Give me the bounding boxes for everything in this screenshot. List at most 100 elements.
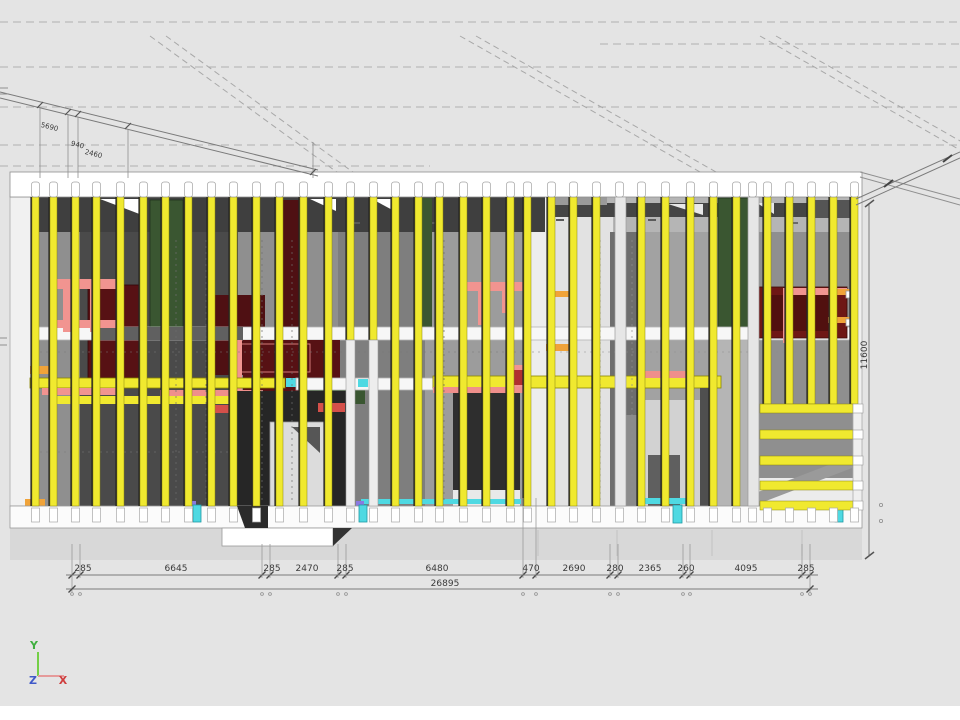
- facade-batten: [369, 196, 378, 341]
- anchor-dot: [688, 592, 692, 596]
- batten-shadow: [708, 197, 711, 506]
- facade-element: [556, 219, 564, 221]
- facade-element: [352, 222, 360, 224]
- batten-top-stub: [459, 181, 468, 198]
- batten-shadow: [160, 197, 163, 506]
- batten-top-stub: [414, 181, 423, 198]
- facade-element: [210, 405, 234, 413]
- batten-bottom-stub: [49, 507, 58, 523]
- facade-batten: [435, 196, 444, 507]
- anchor-dot: [78, 592, 82, 596]
- drawing-line: [64, 108, 72, 116]
- batten-top-stub: [229, 181, 238, 198]
- drawing-line: [855, 157, 960, 206]
- facade-batten: [229, 196, 238, 507]
- batten-bottom-stub: [785, 507, 794, 523]
- facade-element: [790, 222, 798, 224]
- facade-element: [529, 196, 549, 507]
- louver-end-cap: [852, 480, 864, 491]
- facade-element: [622, 415, 640, 506]
- facade-batten: [207, 196, 216, 507]
- dimension-label: 260: [677, 564, 694, 574]
- batten-top-stub: [369, 181, 378, 198]
- batten-top-stub: [686, 181, 695, 198]
- facade-batten: [523, 196, 532, 507]
- batten-shadow: [183, 197, 186, 506]
- batten-top-stub: [763, 181, 772, 198]
- batten-bottom-stub: [275, 507, 284, 523]
- facade-element: [787, 288, 847, 295]
- drawing-line: [855, 151, 960, 200]
- facade-batten: [459, 196, 468, 507]
- facade-element: [828, 289, 850, 295]
- facade-batten: [592, 196, 601, 507]
- batten-bottom-stub: [414, 507, 423, 523]
- facade-batten: [391, 196, 400, 507]
- batten-bottom-stub: [637, 507, 646, 523]
- batten-shadow: [568, 197, 571, 506]
- drawing-line: [74, 110, 82, 118]
- dimension-oblique-label: 940: [70, 140, 85, 151]
- dimension-label: 6480: [426, 564, 449, 574]
- batten-bottom-stub: [748, 507, 757, 523]
- batten-bottom-stub: [435, 507, 444, 523]
- batten-bottom-stub: [661, 507, 670, 523]
- batten-shadow: [30, 197, 33, 506]
- batten-shadow: [345, 197, 348, 340]
- grid-dashed-line: [775, 35, 960, 142]
- batten-shadow: [390, 197, 393, 506]
- batten-bottom-stub: [139, 507, 148, 523]
- grid-dashed-line: [475, 35, 717, 173]
- batten-top-stub: [92, 181, 101, 198]
- batten-bottom-stub: [709, 507, 718, 523]
- batten-shadow: [115, 197, 118, 506]
- batten-shadow: [522, 197, 525, 506]
- facade-batten: [807, 196, 816, 405]
- batten-top-stub: [547, 181, 556, 198]
- dimension-total-label: 26895: [431, 579, 460, 589]
- batten-bottom-stub: [207, 507, 216, 523]
- facade-batten: [829, 196, 838, 405]
- dimension-height-label: 11600: [860, 340, 870, 369]
- facade-batten: [139, 196, 148, 507]
- batten-top-stub: [161, 181, 170, 198]
- batten-shadow: [731, 197, 734, 506]
- facade-element: [768, 295, 828, 331]
- batten-shadow: [685, 197, 688, 506]
- batten-bottom-stub: [92, 507, 101, 523]
- dimension-label: 285: [336, 564, 353, 574]
- batten-top-stub: [829, 181, 838, 198]
- batten-bottom-stub: [807, 507, 816, 523]
- facade-element: [30, 366, 56, 374]
- batten-top-stub: [592, 181, 601, 198]
- facade-element: [546, 344, 570, 351]
- batten-top-stub: [661, 181, 670, 198]
- batten-bottom-stub: [252, 507, 261, 523]
- drawing-line: [36, 101, 44, 109]
- anchor-dot: [616, 592, 620, 596]
- batten-top-stub: [184, 181, 193, 198]
- grid-dashed-line: [165, 35, 362, 179]
- anchor-dot: [268, 592, 272, 596]
- drawing-line: [859, 171, 960, 200]
- facade-batten: [763, 196, 772, 405]
- facade-batten: [547, 196, 556, 507]
- batten-shadow: [206, 197, 209, 506]
- dimension-label: 2365: [639, 564, 662, 574]
- anchor-dot: [808, 592, 812, 596]
- dimension-label: 280: [606, 564, 623, 574]
- facade-element: [0, 706, 960, 720]
- dimension-label: 2690: [563, 564, 586, 574]
- facade-batten: [116, 196, 125, 507]
- batten-top-stub: [523, 181, 532, 198]
- batten-bottom-stub: [547, 507, 556, 523]
- batten-bottom-stub: [369, 507, 378, 523]
- batten-top-stub: [275, 181, 284, 198]
- batten-shadow: [762, 197, 765, 404]
- facade-element: [510, 365, 524, 371]
- batten-top-stub: [709, 181, 718, 198]
- facade-batten: [299, 196, 308, 507]
- louver-end-cap: [852, 455, 864, 466]
- batten-shadow: [70, 197, 73, 506]
